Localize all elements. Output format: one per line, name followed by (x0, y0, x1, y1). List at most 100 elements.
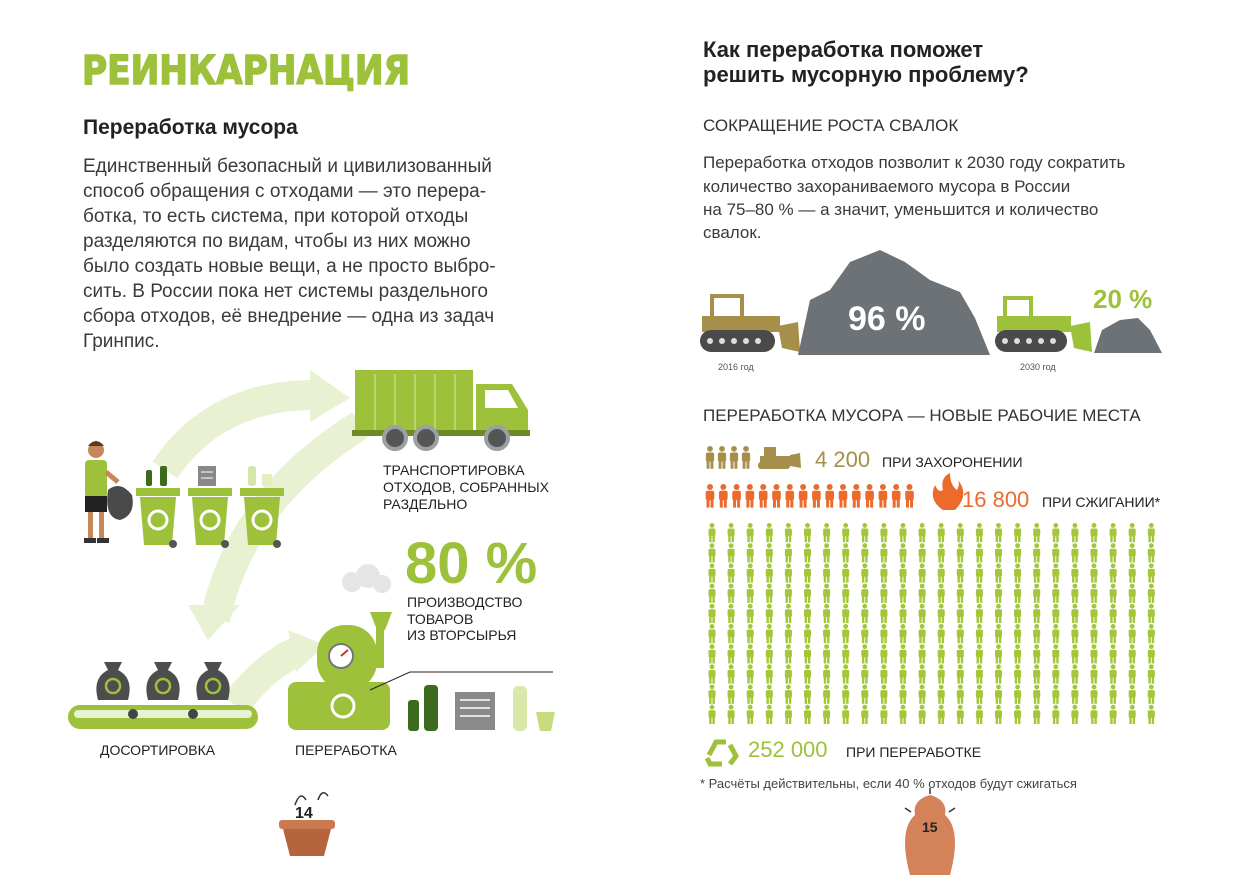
step-label: ПРОИЗВОДСТВО (407, 594, 523, 610)
icon-leg (769, 717, 773, 725)
icon-leg (1037, 697, 1040, 704)
icon-body (717, 452, 727, 462)
icon-leg (843, 499, 847, 508)
person-icon (975, 624, 983, 644)
person-icon (899, 583, 907, 603)
person-icon (861, 603, 869, 624)
icon-leg (709, 717, 712, 725)
person-icon (1109, 523, 1117, 543)
icon-leg (941, 596, 945, 603)
person-icon (705, 484, 715, 508)
icon-leg (812, 499, 816, 508)
icon-leg (881, 596, 884, 603)
icon-head (747, 563, 753, 569)
icon-body (851, 490, 861, 501)
person-icon (975, 684, 983, 704)
icon-head (1148, 664, 1154, 670)
icon-leg (941, 576, 945, 583)
icon-leg (976, 596, 979, 603)
person-icon (1128, 523, 1136, 543)
icon-body (842, 629, 850, 638)
icon-head (1091, 583, 1097, 589)
icon-body (994, 649, 1003, 658)
person-icon (1014, 624, 1022, 644)
person-icon (1052, 543, 1060, 563)
icon-leg (976, 677, 979, 684)
icon-head (1110, 563, 1116, 569)
icon-body (1128, 710, 1136, 718)
icon-head (862, 704, 868, 710)
icon-head (957, 664, 963, 670)
icon-body (899, 589, 907, 597)
icon-head (766, 684, 772, 690)
icon-body (823, 568, 831, 577)
icon-head (881, 644, 887, 650)
icon-head (881, 583, 887, 589)
icon-leg (728, 636, 731, 644)
icon-leg (730, 460, 734, 469)
icon-head (976, 523, 982, 528)
icon-body (1071, 528, 1079, 537)
icon-body (823, 669, 831, 678)
icon-leg (747, 616, 750, 624)
icon-leg (823, 535, 827, 543)
icon-leg (1091, 576, 1094, 583)
person-icon (1033, 583, 1041, 603)
paragraph-line: Переработка отходов позволит к 2030 году… (703, 153, 1126, 172)
icon-head (805, 624, 810, 629)
icon-leg (1094, 697, 1097, 704)
icon-head (957, 603, 963, 609)
icon-body (746, 629, 754, 638)
icon-body (880, 690, 888, 698)
person-icon (1071, 684, 1079, 704)
icon-body (937, 629, 945, 638)
icon-leg (903, 697, 906, 704)
icon-head (976, 563, 982, 569)
icon-head (900, 684, 906, 690)
icon-leg (1094, 616, 1097, 624)
person-icon (899, 644, 907, 664)
icon-leg (807, 717, 811, 725)
icon-body (899, 669, 907, 678)
icon-leg (1037, 596, 1040, 603)
icon-leg (827, 636, 830, 644)
icon-body (918, 629, 926, 638)
icon-head (919, 603, 925, 609)
person-icon (803, 523, 812, 543)
icon-leg (1052, 717, 1056, 725)
step-label: ДОСОРТИРОВКА (100, 742, 216, 758)
icon-leg (823, 576, 827, 583)
icon-leg (731, 697, 734, 704)
icon-leg (1110, 555, 1113, 563)
jobs-number: 252 000 (748, 737, 828, 762)
icon-leg (1129, 616, 1132, 624)
icon-body (823, 589, 831, 597)
person-icon (1052, 583, 1060, 603)
icon-leg (884, 535, 887, 543)
person-icon (746, 624, 754, 644)
icon-head (747, 543, 753, 549)
person-icon (708, 704, 716, 725)
icon-leg (976, 636, 979, 644)
person-icon (880, 563, 888, 583)
icon-leg (1014, 535, 1018, 543)
icon-leg (709, 596, 712, 603)
person-icon (1128, 704, 1136, 725)
icon-leg (827, 656, 830, 664)
icon-body (956, 548, 964, 557)
icon-body (823, 609, 831, 617)
icon-body (803, 669, 812, 678)
icon-body (705, 490, 715, 501)
icon-body (732, 490, 741, 501)
person-icon (937, 684, 945, 704)
icon-leg (737, 499, 741, 508)
icon-leg (870, 499, 874, 508)
icon-head (709, 603, 715, 609)
icon-leg (807, 697, 811, 704)
person-icon (994, 624, 1003, 644)
icon-head (785, 684, 791, 690)
icon-head (760, 484, 767, 490)
person-icon (899, 563, 907, 583)
icon-leg (1014, 555, 1018, 563)
icon-head (709, 583, 715, 589)
